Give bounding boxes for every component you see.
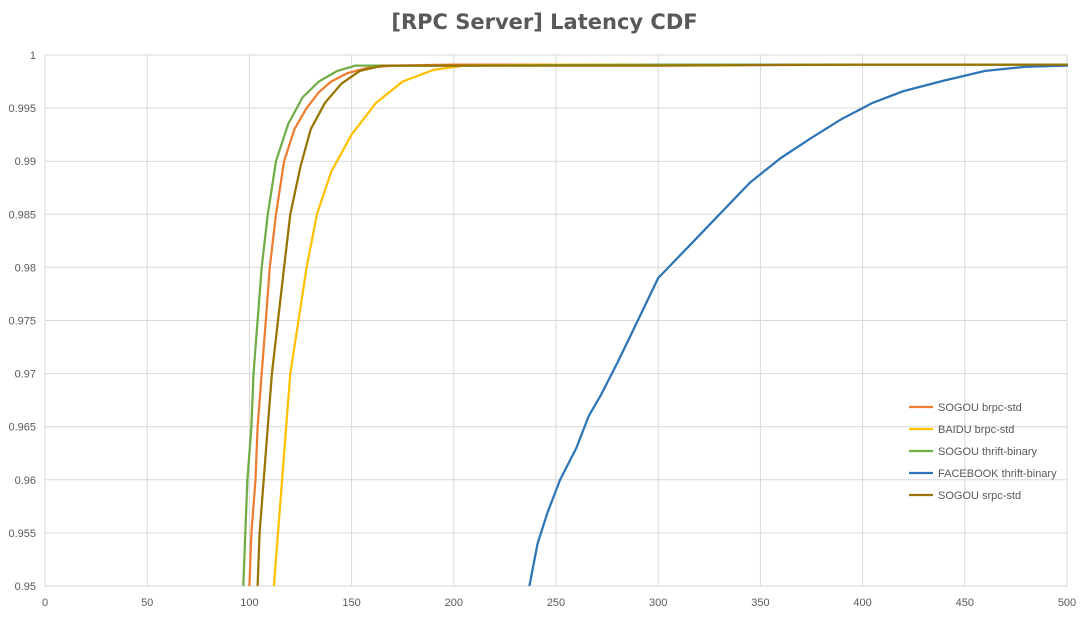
legend-label-sogou-brpc-std: SOGOU brpc-std (938, 402, 1022, 414)
y-tick-label: 0.95 (15, 581, 36, 593)
x-tick-label: 400 (853, 597, 871, 609)
y-tick-label: 0.955 (8, 528, 36, 540)
x-tick-label: 50 (141, 597, 153, 609)
x-tick-label: 200 (445, 597, 463, 609)
legend-label-baidu-brpc-std: BAIDU brpc-std (938, 424, 1014, 436)
x-tick-label: 250 (547, 597, 565, 609)
legend: SOGOU brpc-std BAIDU brpc-std SOGOU thrift… (909, 402, 1057, 502)
x-tick-label: 300 (649, 597, 667, 609)
legend-label-facebook-thrift-binary: FACEBOOK thrift-binary (938, 468, 1057, 480)
x-tick-label: 500 (1058, 597, 1076, 609)
y-tick-label: 0.96 (15, 475, 36, 487)
y-tick-label: 0.99 (15, 156, 36, 168)
x-tick-label: 450 (956, 597, 974, 609)
y-tick-label: 0.985 (8, 209, 36, 221)
x-tick-label: 0 (42, 597, 48, 609)
x-tick-label: 350 (751, 597, 769, 609)
legend-label-sogou-srpc-std: SOGOU srpc-std (938, 490, 1021, 502)
y-tick-label: 0.98 (15, 262, 36, 274)
series-line-baidu-brpc-std (272, 63, 1068, 586)
y-tick-label: 0.965 (8, 422, 36, 434)
y-tick-label: 0.975 (8, 316, 36, 328)
x-tick-label: 100 (240, 597, 258, 609)
y-tick-label: 0.97 (15, 369, 36, 381)
series-line-sogou-thrift-binary (242, 63, 1068, 586)
grid-layer (44, 54, 1068, 587)
x-tick-label: 150 (342, 597, 360, 609)
series-line-facebook-thrift-binary (528, 64, 1068, 586)
chart-title: [RPC Server] Latency CDF (391, 10, 698, 34)
y-tick-label: 0.995 (8, 103, 36, 115)
legend-label-sogou-thrift-binary: SOGOU thrift-binary (938, 446, 1038, 458)
series-line-sogou-srpc-std (256, 63, 1068, 586)
y-tick-label: 1 (30, 50, 36, 62)
series-layer (242, 63, 1068, 586)
axis-layer: 0.95 0.955 0.96 0.965 0.97 0.975 0.98 0.985 0.99… (8, 50, 1076, 609)
